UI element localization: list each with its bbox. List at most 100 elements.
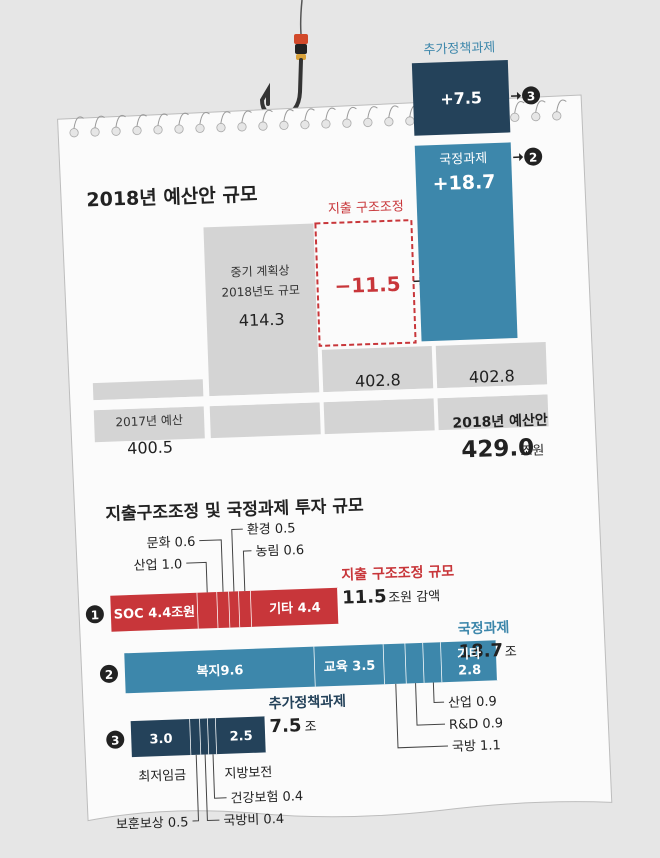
row-marker-circle [106,730,125,749]
callout-line [192,754,200,822]
marker-arrow [516,91,522,100]
torn-edge [136,114,147,127]
stack-bar-segment [238,590,253,628]
row-marker-number: 3 [111,734,120,748]
binder-hole [258,121,268,131]
cut-dashed-box [314,219,417,347]
callout-label: 산업 0.9 [448,694,497,711]
callout-line [432,682,445,704]
row-marker-number: 1 [91,608,100,622]
torn-edge [115,114,126,128]
binder-hole [195,123,205,133]
marker-number: 2 [529,150,538,164]
stack-bar-segment [207,718,217,755]
segment-value-label: 교육 3.5 [324,658,376,676]
marker-arrow [519,153,524,162]
callout-line [395,683,448,749]
stack-bar-segment [190,718,202,756]
series-name: 지출 구조조정 규모 [341,563,454,584]
segment-divider [495,640,499,681]
binder-hole [384,117,394,127]
callout-label: 문화 0.6 [146,535,195,552]
segment-value-label: 복지9.6 [196,663,243,680]
total-label: 2018년 예산안 [452,411,548,431]
series-total-unit: 조 [504,645,517,660]
segment-value-label: 3.0 [149,732,173,748]
series-total-unit: 조 [304,720,317,735]
stack-label: 추가정책과제 [423,40,495,57]
callout-line [242,550,252,592]
callout-line [186,561,208,593]
callout-label: 보훈보상 0.5 [116,815,189,833]
torn-edge [178,112,189,126]
callout-label: 농림 0.6 [255,543,304,560]
binder-hole [510,112,520,122]
stack-bar-segment [217,591,231,628]
budget-bar [435,341,548,389]
stack-value: +18.7 [432,171,496,195]
segment-below-label: 최저임금 [138,768,186,785]
binder-hole [237,122,247,132]
binder-hole [363,117,373,128]
budget-bar-stub [209,402,321,439]
total-label-group: 2018년 예산안 429.0 조원 [452,411,548,464]
stack-bar-segment [197,592,219,629]
torn-edge [283,109,294,122]
torn-edge [304,108,315,121]
segment-below-label: 지방보전 [224,765,272,782]
torn-edge [241,110,252,123]
total-value: 429.0 [461,435,535,464]
cut-value: −11.5 [334,272,401,298]
bar-value-label: 402.8 [469,366,515,387]
series-total: 7.5 [269,715,302,737]
stack-bar-segment [314,644,385,687]
segment-value-label: SOC 4.4조원 [114,605,196,623]
segment-divider [337,587,340,624]
stack-segment [411,59,511,136]
budget-bar-stub [323,398,435,435]
binder-hole [216,122,226,133]
stack-bar-segment [440,640,498,683]
row-marker-number: 2 [105,668,114,682]
series-name: 추가정책과제 [268,693,346,713]
marker-circle [524,147,543,166]
marker-circle [522,86,541,105]
torn-edge [535,100,546,113]
callout-line [415,683,446,726]
fishing-hook-icon [259,0,308,119]
stack-label: 국정과제 [439,151,487,168]
binder-hole [111,126,121,136]
binder-hole [552,111,562,121]
stack-bar-segment [110,592,199,632]
segment-value-label: 2.8 [458,663,482,679]
binder-hole [531,112,541,122]
stack-bar-segment [250,587,340,627]
budget-bar [92,379,204,401]
binder-hole [153,125,163,135]
stack-segment [414,142,518,342]
torn-edge [346,106,357,120]
segment-value-label: 기타 4.4 [269,599,321,617]
budget-bar [203,223,320,397]
stack-bar-segment [228,591,241,628]
binder-hole [174,124,184,134]
stack-bar-segment [215,716,267,755]
series-total: 18.7 [458,640,503,663]
binder-hole [321,119,331,129]
total-unit: 조원 [520,444,544,460]
callout-line [204,754,220,822]
callout-label: 국방비 0.4 [223,812,284,829]
bar-value-label: 414.3 [238,310,284,331]
stack-bar-segment [199,718,210,755]
segment-value-label: 기타 [457,646,482,663]
callout-label: 건강보험 0.4 [230,789,303,807]
series-name: 국정과제 [458,619,510,638]
stack-value: +7.5 [440,88,482,108]
budget-bar-stub [437,394,549,431]
callout-line [212,754,227,799]
binder-hole [342,118,352,128]
